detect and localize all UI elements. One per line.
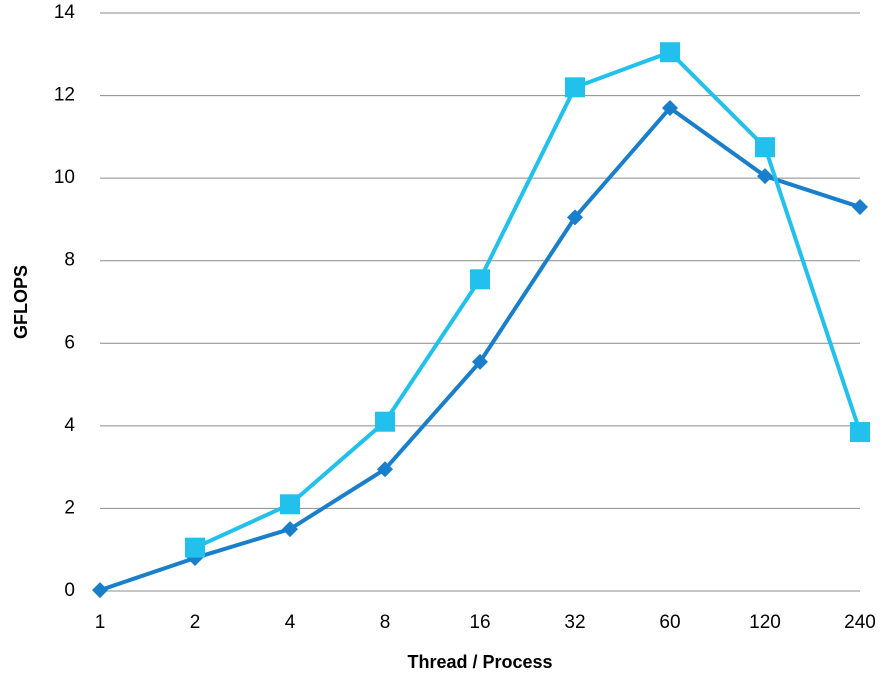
x-tick-label: 240 (844, 612, 876, 633)
series-line (99, 105, 861, 593)
y-tick-label: 4 (64, 415, 75, 436)
marker (92, 582, 108, 599)
marker (567, 209, 583, 226)
y-tick-label: 14 (54, 2, 76, 23)
y-tick-label: 6 (64, 332, 75, 353)
x-tick-label: 8 (380, 612, 391, 633)
marker (660, 42, 680, 63)
marker (472, 353, 488, 370)
x-tick-label: 1 (95, 612, 106, 633)
y-tick-label: 0 (64, 580, 75, 601)
marker (282, 521, 298, 538)
series-line (194, 50, 862, 550)
y-tick-label: 2 (64, 497, 75, 518)
x-tick-label: 60 (659, 612, 680, 633)
x-tick-label: 16 (469, 612, 490, 633)
marker (755, 137, 775, 158)
x-tick-label: 2 (190, 612, 201, 633)
marker (280, 494, 300, 515)
y-tick-label: 10 (54, 167, 75, 188)
y-axis-title: GFLOPS (11, 265, 31, 339)
marker (377, 461, 393, 478)
y-tick-label: 8 (64, 250, 75, 271)
marker (565, 77, 585, 98)
x-tick-label: 32 (564, 612, 585, 633)
x-axis-title: Thread / Process (407, 652, 552, 672)
x-tick-label: 4 (285, 612, 296, 633)
marker (185, 537, 205, 558)
marker (757, 168, 773, 185)
y-tick-label: 12 (54, 85, 75, 106)
marker (470, 269, 490, 290)
marker (662, 99, 678, 116)
marker (850, 422, 870, 443)
x-tick-label: 120 (749, 612, 781, 633)
marker (852, 199, 868, 216)
marker (375, 411, 395, 432)
